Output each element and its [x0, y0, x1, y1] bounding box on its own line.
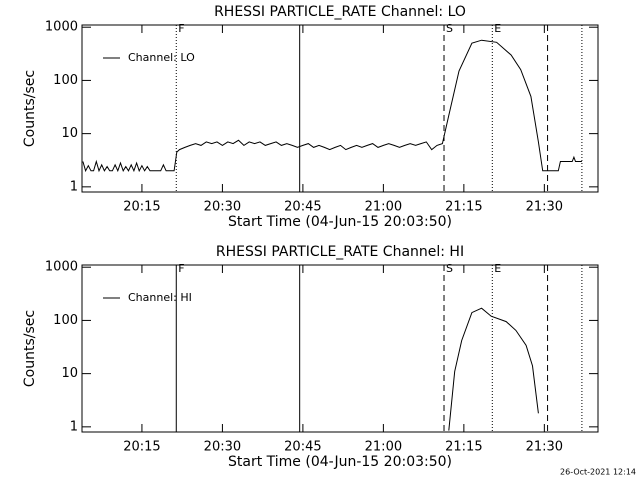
marker-label: S [446, 262, 453, 275]
marker-label: F [178, 262, 184, 275]
plot-frame [81, 24, 599, 193]
x-tick-label: 21:30 [526, 440, 563, 455]
footer: 26-Oct-2021 12:14 [560, 468, 636, 477]
data-line [448, 307, 539, 431]
plot-frame [81, 264, 599, 433]
chart-title: RHESSI PARTICLE_RATE Channel: HI [216, 244, 464, 260]
x-tick-label: 21:00 [365, 440, 402, 455]
x-tick-label: 20:30 [204, 440, 241, 455]
y-tick-label: 10 [61, 126, 78, 141]
x-tick-label: 20:45 [284, 440, 321, 455]
legend-label: Channel: LO [128, 51, 195, 64]
y-tick-label: 1 [70, 419, 78, 434]
y-axis-label: Counts/sec [22, 70, 38, 147]
y-tick-label: 1 [70, 179, 78, 194]
legend-label: Channel: HI [128, 291, 192, 304]
y-tick-label: 100 [53, 73, 78, 88]
x-tick-label: 20:45 [284, 200, 321, 215]
marker-label: F [178, 22, 184, 35]
x-tick-label: 21:15 [445, 440, 482, 455]
marker-label: E [494, 22, 501, 35]
x-tick-label: 20:15 [123, 200, 160, 215]
y-tick-label: 1000 [45, 260, 78, 275]
y-tick-label: 1000 [45, 20, 78, 35]
x-tick-label: 20:30 [204, 200, 241, 215]
marker-label: S [446, 22, 453, 35]
y-axis-label: Counts/sec [22, 310, 38, 387]
chart-title: RHESSI PARTICLE_RATE Channel: LO [214, 4, 466, 20]
x-axis-label: Start Time (04-Jun-15 20:03:50) [228, 214, 452, 230]
x-tick-label: 21:15 [445, 200, 482, 215]
y-tick-label: 10 [61, 366, 78, 381]
x-tick-label: 21:30 [526, 200, 563, 215]
marker-label: E [494, 262, 501, 275]
x-axis-label: Start Time (04-Jun-15 20:03:50) [228, 454, 452, 470]
x-tick-label: 21:00 [365, 200, 402, 215]
data-line [82, 39, 582, 173]
x-tick-label: 20:15 [123, 440, 160, 455]
y-tick-label: 100 [53, 313, 78, 328]
